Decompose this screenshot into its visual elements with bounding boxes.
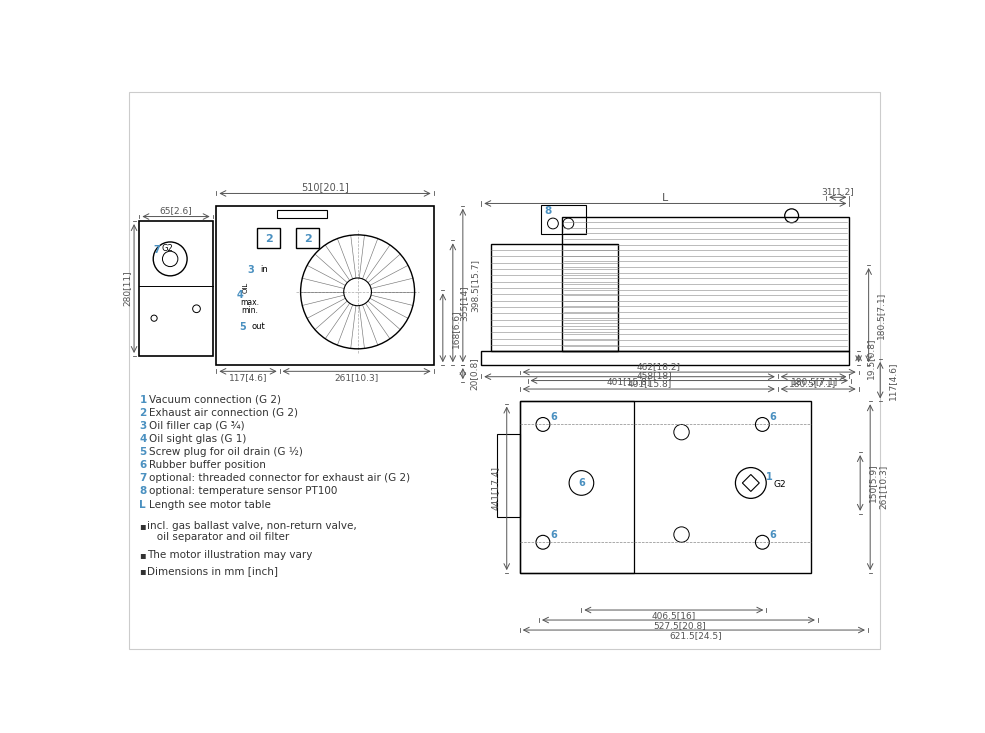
Text: 527.5[20.8]: 527.5[20.8] xyxy=(654,621,706,630)
Text: min.: min. xyxy=(241,306,258,315)
Text: G2: G2 xyxy=(162,243,173,253)
Text: 280[11]: 280[11] xyxy=(122,270,132,306)
Text: max.: max. xyxy=(240,298,260,308)
Text: L: L xyxy=(662,193,669,203)
Text: Vacuum connection (G 2): Vacuum connection (G 2) xyxy=(149,395,281,405)
Text: Screw plug for oil drain (G ½): Screw plug for oil drain (G ½) xyxy=(149,447,302,457)
Text: out: out xyxy=(252,323,266,331)
Text: Oil filler cap (G ¾): Oil filler cap (G ¾) xyxy=(149,421,244,431)
Text: 5: 5 xyxy=(239,322,246,332)
Text: 6: 6 xyxy=(770,412,776,421)
Text: incl. gas ballast valve, non-return valve,
   oil separator and oil filter: incl. gas ballast valve, non-return valv… xyxy=(147,520,357,542)
Text: 180.5[7.1]: 180.5[7.1] xyxy=(789,379,836,388)
Text: 5: 5 xyxy=(140,447,147,457)
Text: 398.5[15.7]: 398.5[15.7] xyxy=(471,259,480,312)
Text: 180.5[7.1]: 180.5[7.1] xyxy=(877,292,886,339)
Text: 2: 2 xyxy=(303,234,311,244)
Text: 6: 6 xyxy=(551,529,558,539)
Text: 150[5.9]: 150[5.9] xyxy=(868,464,877,502)
Text: G2: G2 xyxy=(774,480,786,489)
Text: OIL: OIL xyxy=(242,281,249,292)
Text: 441[17.4]: 441[17.4] xyxy=(491,466,499,510)
Text: Dimensions in mm [inch]: Dimensions in mm [inch] xyxy=(147,566,278,576)
Text: ▪: ▪ xyxy=(140,550,146,560)
Text: 406.5[16]: 406.5[16] xyxy=(652,611,696,620)
Text: 458[18]: 458[18] xyxy=(636,371,673,380)
Text: Oil sight glas (G 1): Oil sight glas (G 1) xyxy=(149,434,246,444)
Text: 3: 3 xyxy=(248,265,254,275)
Bar xyxy=(491,243,618,351)
Bar xyxy=(520,402,811,573)
Text: 180.5[7.1]: 180.5[7.1] xyxy=(791,377,838,386)
Text: 1: 1 xyxy=(140,395,147,405)
Text: 65[2.6]: 65[2.6] xyxy=(160,206,192,215)
Text: Rubber buffer position: Rubber buffer position xyxy=(149,460,266,471)
Text: 117[4.6]: 117[4.6] xyxy=(888,361,897,399)
Bar xyxy=(482,351,849,365)
Text: 7: 7 xyxy=(153,245,160,254)
Text: 31[1.2]: 31[1.2] xyxy=(821,188,854,196)
Text: 19.5[0.8]: 19.5[0.8] xyxy=(867,337,876,379)
Text: 355[14]: 355[14] xyxy=(460,285,469,320)
Bar xyxy=(542,205,586,235)
Text: 2: 2 xyxy=(265,234,273,244)
Text: 117[4.6]: 117[4.6] xyxy=(229,373,267,382)
Text: 3: 3 xyxy=(140,421,147,431)
Text: 8: 8 xyxy=(140,487,147,496)
Text: in: in xyxy=(260,265,268,274)
Text: optional: temperature sensor PT100: optional: temperature sensor PT100 xyxy=(149,487,337,496)
Text: The motor illustration may vary: The motor illustration may vary xyxy=(147,550,312,560)
Text: ▪: ▪ xyxy=(140,566,146,576)
Text: Length see motor table: Length see motor table xyxy=(149,499,271,509)
Text: 401[15.8]: 401[15.8] xyxy=(607,377,651,386)
Text: 462[18.2]: 462[18.2] xyxy=(636,362,681,371)
Text: 510[20.1]: 510[20.1] xyxy=(301,183,349,192)
Text: 401[15.8]: 401[15.8] xyxy=(627,379,672,388)
Bar xyxy=(562,216,849,351)
Text: L: L xyxy=(140,499,146,509)
Text: 7: 7 xyxy=(140,474,147,483)
Text: Exhaust air connection (G 2): Exhaust air connection (G 2) xyxy=(149,408,297,418)
Bar xyxy=(496,434,520,517)
Text: 1: 1 xyxy=(766,472,772,482)
Bar xyxy=(296,229,319,248)
Text: 4: 4 xyxy=(140,434,147,444)
Text: 6: 6 xyxy=(551,412,558,421)
Bar xyxy=(520,402,633,573)
Text: 621.5[24.5]: 621.5[24.5] xyxy=(669,631,722,640)
Text: ▪: ▪ xyxy=(140,520,146,531)
Bar xyxy=(277,210,327,218)
Text: 6: 6 xyxy=(770,529,776,539)
Text: 8: 8 xyxy=(544,206,552,216)
Text: 2: 2 xyxy=(140,408,147,418)
Bar xyxy=(257,229,280,248)
Text: optional: threaded connector for exhaust air (G 2): optional: threaded connector for exhaust… xyxy=(149,474,410,483)
Text: 20[0.8]: 20[0.8] xyxy=(470,357,479,390)
Text: 6: 6 xyxy=(140,460,147,471)
Text: 261[10.3]: 261[10.3] xyxy=(878,465,887,509)
Text: 6: 6 xyxy=(578,478,585,488)
Text: 261[10.3]: 261[10.3] xyxy=(335,373,378,382)
Text: 168[6.6]: 168[6.6] xyxy=(451,309,460,347)
Text: 4: 4 xyxy=(237,290,243,300)
